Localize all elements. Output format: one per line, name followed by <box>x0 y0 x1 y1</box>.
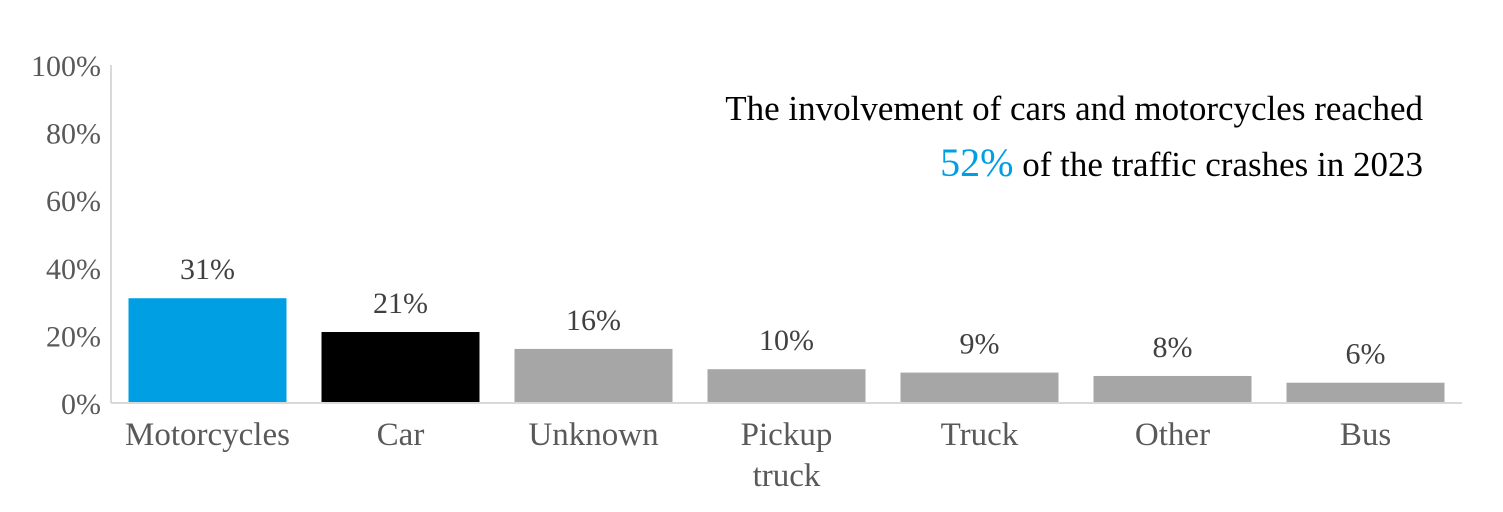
bar <box>321 332 480 403</box>
x-tick-label: Unknown <box>528 417 658 453</box>
bar <box>707 369 866 403</box>
x-axis: Motorcycles Car Unknown Pickup truck Truck Oth… <box>111 402 1462 494</box>
data-label: 6% <box>1346 338 1386 371</box>
bar <box>900 372 1059 403</box>
y-tick-label: 40% <box>46 253 101 286</box>
bar <box>128 298 287 403</box>
y-tick-label: 100% <box>31 50 101 83</box>
bars: 31% 21% 16% 10% 9% 8% 6% <box>128 253 1445 403</box>
annotation-line-2-rest: of the traffic crashes in 2023 <box>1013 145 1423 184</box>
data-label: 9% <box>960 328 1000 361</box>
annotation-line-1: The involvement of cars and motorcycles … <box>725 89 1423 128</box>
x-tick-label: Other <box>1135 417 1210 453</box>
x-tick-label: Truck <box>941 417 1019 453</box>
x-tick-label: Pickup truck <box>741 417 833 494</box>
data-label: 10% <box>759 324 814 357</box>
bar <box>1286 382 1445 403</box>
bar <box>1093 375 1252 403</box>
chart-annotation: The involvement of cars and motorcycles … <box>725 82 1423 192</box>
y-tick-label: 60% <box>46 185 101 218</box>
data-label: 21% <box>373 287 428 320</box>
x-tick-label: Motorcycles <box>125 417 290 453</box>
annotation-line-2: 52% of the traffic crashes in 2023 <box>725 136 1423 192</box>
y-tick-label: 20% <box>46 320 101 353</box>
x-tick-label: Bus <box>1340 417 1391 453</box>
y-axis: 0% 20% 40% 60% 80% 100% <box>31 50 112 421</box>
data-label: 8% <box>1153 331 1193 364</box>
y-tick-label: 80% <box>46 118 101 151</box>
y-tick-label: 0% <box>61 388 101 421</box>
x-tick-label: Car <box>377 417 425 453</box>
bar <box>514 348 673 403</box>
annotation-highlight: 52% <box>940 140 1014 185</box>
data-label: 16% <box>566 304 621 337</box>
data-label: 31% <box>180 253 235 286</box>
